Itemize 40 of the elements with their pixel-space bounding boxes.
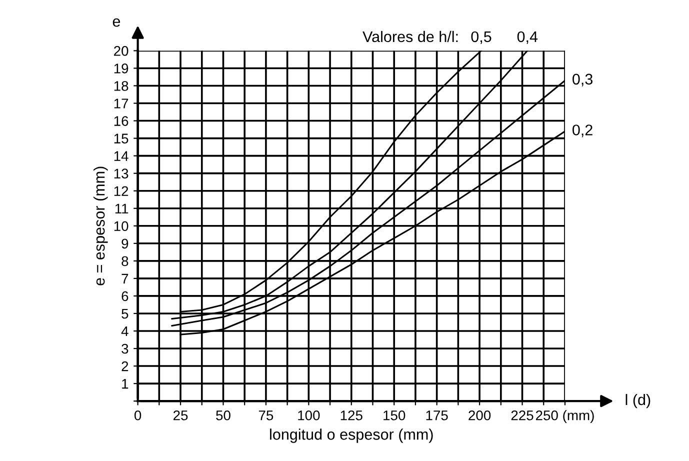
x-tick-label: 200 bbox=[468, 410, 491, 420]
y-tick-label: 2 bbox=[122, 361, 128, 372]
y-tick-label: 6 bbox=[122, 291, 128, 302]
y-tick-label: 9 bbox=[122, 238, 128, 249]
legend-title: Valores de h/l: bbox=[362, 30, 458, 42]
series-label: 0,2 bbox=[572, 124, 592, 138]
y-tick-label: 20 bbox=[114, 46, 128, 56]
x-tick-label: 25 bbox=[173, 410, 188, 420]
x-tick-label: 150 bbox=[384, 410, 406, 420]
y-tick-label: 19 bbox=[114, 64, 128, 74]
series-label: 0,5 bbox=[471, 31, 492, 44]
y-tick-label: 16 bbox=[114, 116, 128, 126]
x-tick-label: 50 bbox=[216, 410, 230, 420]
x-tick-label: 100 bbox=[298, 410, 320, 420]
y-tick-label: 4 bbox=[121, 326, 128, 336]
x-tick-label: 225 bbox=[511, 410, 534, 420]
y-tick-label: 10 bbox=[114, 221, 128, 232]
y-axis-title: e = espesor (mm) bbox=[94, 166, 108, 286]
y-tick-label: 1 bbox=[122, 379, 128, 389]
y-tick-label: 3 bbox=[122, 344, 128, 354]
y-tick-label: 15 bbox=[114, 134, 128, 144]
text: e bbox=[112, 18, 120, 27]
y-tick-label: 14 bbox=[114, 151, 128, 161]
y-tick-label: 12 bbox=[114, 186, 128, 196]
y-tick-label: 18 bbox=[114, 81, 128, 91]
x-tick-label: 125 bbox=[340, 410, 362, 420]
text: l (d) bbox=[626, 394, 650, 408]
x-tick-label: 75 bbox=[258, 410, 274, 420]
series-label: 0,3 bbox=[572, 74, 592, 86]
y-tick-label: 7 bbox=[122, 274, 128, 284]
y-tick-label: 8 bbox=[122, 256, 128, 266]
series-label: 0,4 bbox=[517, 31, 538, 44]
x-tick-label: 175 bbox=[426, 410, 448, 420]
y-tick-label: 17 bbox=[114, 98, 128, 108]
x-tick-label: 250 (mm) bbox=[536, 410, 594, 424]
y-tick-label: 5 bbox=[122, 308, 128, 319]
x-tick-label: 0 bbox=[134, 410, 142, 420]
y-tick-label: 11 bbox=[115, 204, 128, 214]
x-axis-title: longitud o espesor (mm) bbox=[270, 428, 433, 443]
y-tick-label: 13 bbox=[114, 168, 128, 179]
